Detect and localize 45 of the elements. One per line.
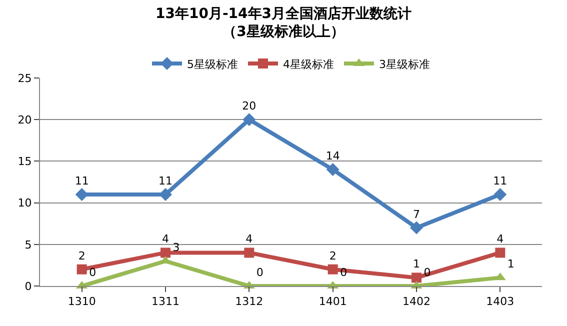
data-label: 4	[246, 232, 253, 246]
y-tick-label: 0	[24, 280, 32, 293]
x-tick-label: 1401	[318, 295, 347, 308]
data-label: 2	[78, 249, 86, 262]
x-tick-label: 1311	[152, 295, 180, 308]
data-label: 11	[74, 174, 89, 188]
data-label: 0	[256, 266, 264, 279]
x-tick-label: 1403	[486, 295, 514, 308]
y-tick-label: 25	[18, 72, 32, 85]
x-tick-label: 1402	[402, 295, 430, 308]
point	[159, 188, 172, 201]
data-label: 14	[326, 150, 340, 163]
data-label: 4	[162, 232, 169, 246]
data-label: 4	[496, 232, 504, 246]
point	[494, 188, 507, 201]
y-tick-label: 5	[24, 238, 32, 252]
y-tick-label: 10	[18, 196, 32, 210]
data-label: 3	[172, 241, 180, 254]
data-label: 0	[89, 266, 96, 279]
x-tick-label: 1312	[235, 295, 264, 308]
data-label: 7	[413, 208, 420, 221]
point	[76, 264, 87, 274]
data-label: 1	[507, 258, 514, 271]
chart-title: 13年10月-14年3月全国酒店开业数统计	[156, 4, 412, 22]
data-label: 2	[329, 249, 336, 262]
legend-label: 5星级标准	[187, 58, 238, 71]
point	[410, 221, 423, 234]
point	[326, 163, 340, 176]
data-label: 11	[493, 174, 508, 188]
chart-subtitle: （3星级标准以上）	[222, 24, 344, 40]
point	[328, 264, 338, 274]
legend-label: 4星级标准	[283, 58, 334, 71]
data-label: 20	[242, 100, 256, 113]
x-tick-label: 1310	[68, 295, 96, 308]
legend-label: 3星级标准	[379, 58, 430, 71]
y-tick-label: 15	[18, 155, 32, 168]
point	[160, 248, 170, 258]
point	[244, 248, 254, 258]
data-label: 1	[413, 258, 420, 271]
data-label: 11	[158, 174, 172, 188]
y-tick-label: 20	[18, 113, 32, 126]
point	[495, 248, 506, 258]
point	[412, 272, 422, 283]
point	[75, 188, 88, 201]
point	[242, 113, 256, 126]
